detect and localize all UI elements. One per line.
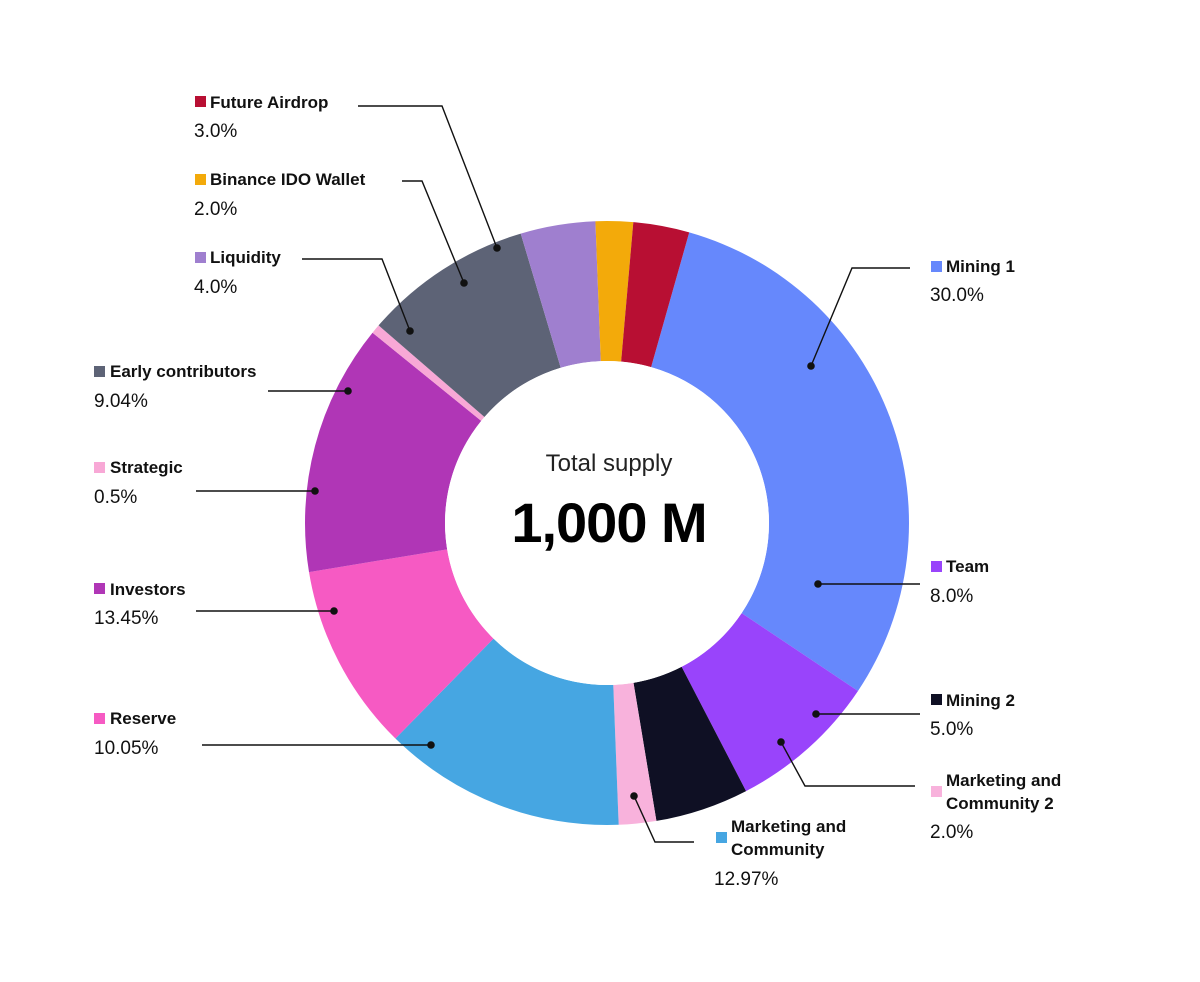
center-value: 1,000 M [511,491,706,554]
legend-percent-strategic: 0.5% [94,487,137,508]
legend-name-strategic: Strategic [110,458,183,477]
legend-percent-binance-ido-wallet: 2.0% [194,199,237,220]
legend-swatch-mining-1 [931,261,942,272]
leader-dot-early-contributors [344,387,352,395]
slice-liquidity [520,221,601,368]
legend-percent-mining-1: 30.0% [930,285,984,306]
leader-dot-team [814,580,822,588]
legend-swatch-binance-ido-wallet [195,174,206,185]
leader-line-binance-ido-wallet [402,180,465,284]
legend-name-early-contributors: Early contributors [110,362,256,381]
slice-marketing-and-community [395,638,619,825]
legend-percent-marketing-and-community-2: 2.0% [930,822,973,843]
legend-percent-team: 8.0% [930,586,973,607]
legend-name-binance-ido-wallet: Binance IDO Wallet [210,170,366,189]
legend-percent-future-airdrop: 3.0% [194,121,237,142]
legend-name-mining-2: Mining 2 [946,691,1015,710]
slice-mining-1 [651,232,909,691]
legend-name-mining-1: Mining 1 [946,257,1015,276]
slice-mining-2 [633,666,747,821]
legend-swatch-mining-2 [931,694,942,705]
leader-dot-binance-ido-wallet [460,279,468,287]
legend-name-marketing-and-community-2: Marketing and Community 2 [946,771,1061,813]
legend-name-marketing-and-community: Marketing and Community [731,817,846,859]
legend-name-reserve: Reserve [110,709,176,728]
legend-swatch-liquidity [195,252,206,263]
legend-swatch-investors [94,583,105,594]
slice-future-airdrop [621,222,690,368]
legend-swatch-early-contributors [94,366,105,377]
legend-name-team: Team [946,557,989,576]
leader-line-liquidity [302,258,411,332]
donut-slices [305,221,909,825]
legend-swatch-strategic [94,462,105,473]
slice-reserve [309,549,494,739]
legend-percent-reserve: 10.05% [94,738,159,759]
leader-dot-marketing-and-community [630,792,638,800]
leader-dot-mining-2 [812,710,820,718]
leader-dot-marketing-and-community-2 [777,738,785,746]
legend-percent-early-contributors: 9.04% [94,391,148,412]
leader-dot-strategic [311,487,319,495]
donut-hole [445,361,769,685]
legend-swatch-marketing-and-community [716,832,727,843]
slice-strategic [372,325,485,421]
leader-dot-liquidity [406,327,414,335]
legend-percent-investors: 13.45% [94,608,159,629]
leader-dot-reserve [427,741,435,749]
leader-dot-future-airdrop [493,244,501,252]
legend-percent-mining-2: 5.0% [930,719,973,740]
slice-early-contributors [378,233,561,418]
legend-swatch-future-airdrop [195,96,206,107]
slice-team [681,613,858,792]
leader-lines [196,105,920,843]
leader-dot-mining-1 [807,362,815,370]
leader-line-marketing-and-community [633,795,694,843]
leader-line-mining-1 [810,267,910,367]
legend-swatch-marketing-and-community-2 [931,786,942,797]
legend-swatch-team [931,561,942,572]
legend-percent-liquidity: 4.0% [194,277,237,298]
slice-marketing-and-community-2 [613,682,657,825]
legend-name-liquidity: Liquidity [210,248,281,267]
leader-line-future-airdrop [358,105,498,249]
center-label: Total supply [546,450,673,477]
legend-name-investors: Investors [110,580,186,599]
leader-dot-investors [330,607,338,615]
legend-name-future-airdrop: Future Airdrop [210,93,328,112]
leader-line-marketing-and-community-2 [780,741,915,787]
legend-percent-marketing-and-community: 12.97% [714,869,779,890]
legend-swatch-reserve [94,713,105,724]
callout-labels: Mining 1 30.0% Team 8.0% Mining 2 5.0% Marketi… [94,93,1061,890]
slice-binance-ido-wallet [595,221,634,362]
